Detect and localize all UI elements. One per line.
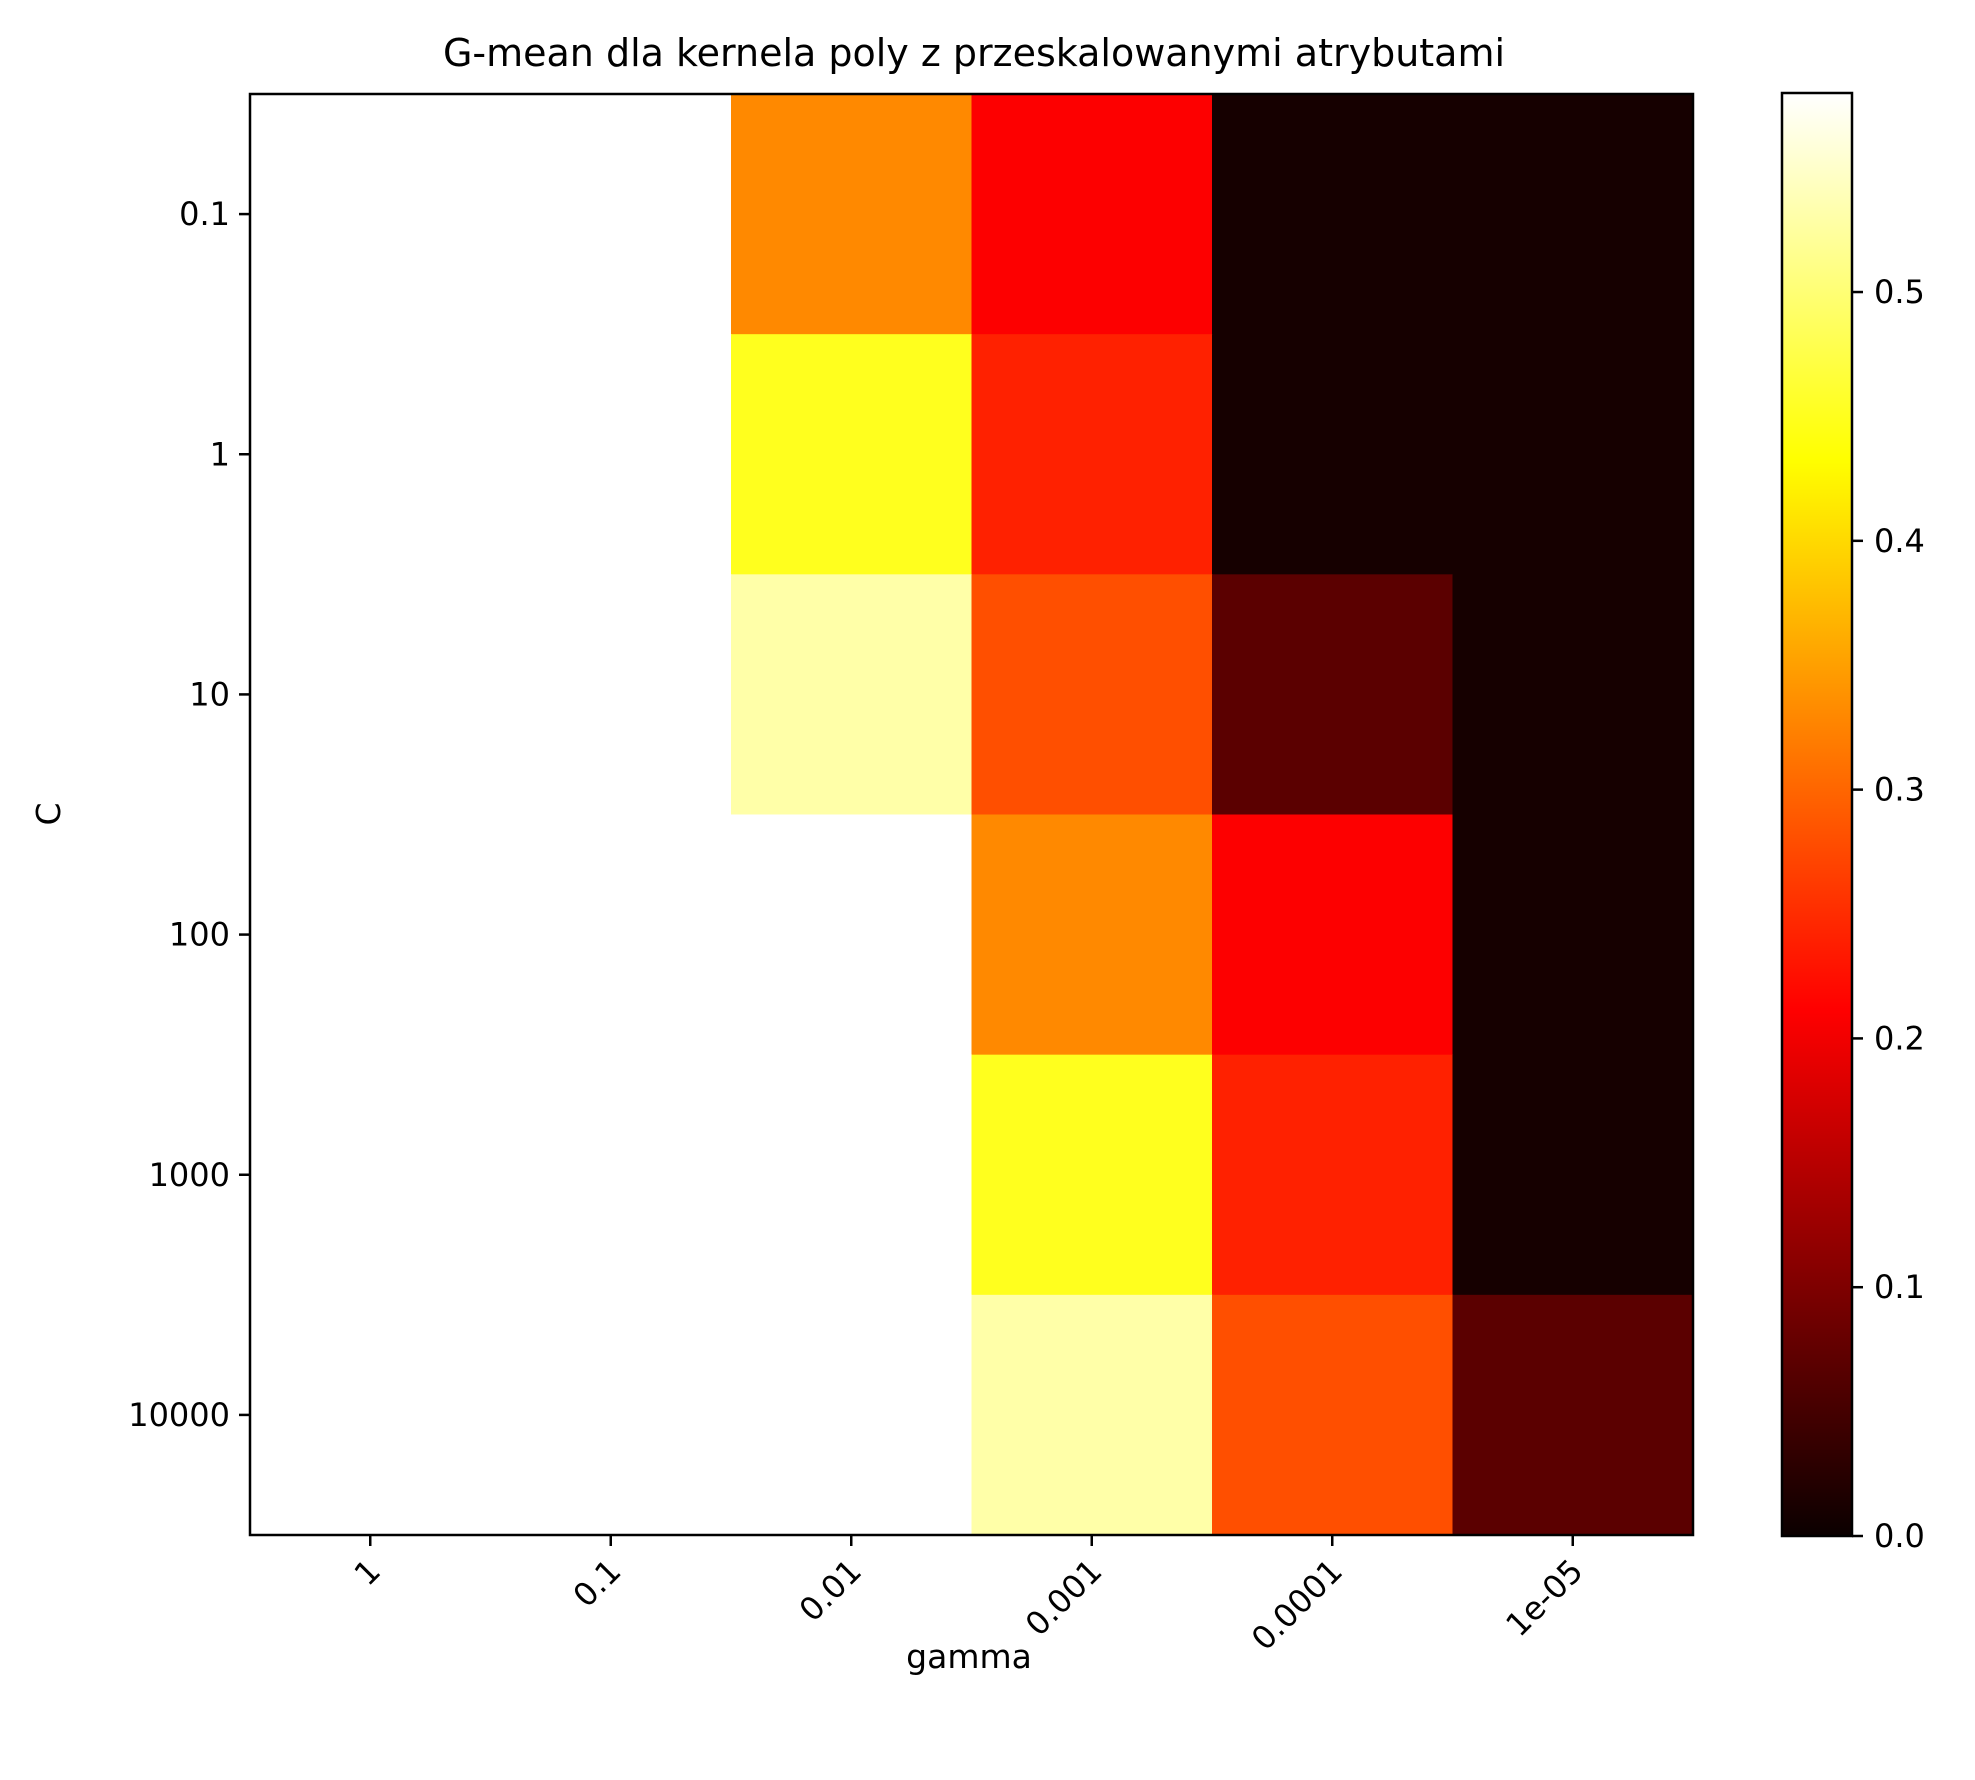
plot-frame	[248, 92, 1695, 1537]
heatmap-cell	[731, 574, 973, 816]
colorbar-ticks: 0.0 0.1 0.2 0.3 0.4 0.5	[1852, 273, 1925, 1555]
heatmap-cell	[1452, 94, 1694, 335]
heatmap-cell	[490, 1054, 732, 1296]
heatmap-cell	[971, 574, 1213, 816]
heatmap-cell	[1452, 1294, 1694, 1536]
heatmap-cell	[971, 814, 1213, 1056]
heatmap-cell	[490, 574, 732, 816]
heatmap-cell	[490, 94, 732, 335]
heatmap-cell	[1212, 334, 1454, 575]
heatmap-cell	[250, 94, 492, 335]
heatmap-cell	[1452, 334, 1694, 575]
heatmap-cell	[1452, 814, 1694, 1056]
heatmap-cell	[1212, 1054, 1454, 1296]
colorbar-tick-label: 0.3	[1874, 771, 1925, 809]
y-tick-label: 0.1	[179, 195, 230, 233]
colorbar	[1780, 91, 1854, 1538]
heatmap-cell	[731, 334, 973, 575]
heatmap-cell	[490, 814, 732, 1056]
heatmap-cell	[1212, 814, 1454, 1056]
chart-title: G-mean dla kernela poly z przeskalowanym…	[443, 31, 1505, 75]
y-tick-label: 1000	[149, 1156, 230, 1194]
y-axis-ticks: 0.1 1 10 100 1000 10000	[128, 195, 250, 1434]
heatmap-cell	[731, 1294, 973, 1536]
y-tick-label: 1	[210, 435, 230, 473]
colorbar-tick-label: 0.0	[1874, 1517, 1925, 1555]
colorbar-tick-label: 0.2	[1874, 1019, 1925, 1057]
heatmap-cells	[250, 94, 1694, 1536]
heatmap-cell	[1212, 94, 1454, 335]
heatmap-cell	[731, 814, 973, 1056]
heatmap-cell	[1212, 1294, 1454, 1536]
heatmap-cell	[971, 94, 1213, 335]
heatmap-cell	[250, 1054, 492, 1296]
heatmap-cell	[250, 814, 492, 1056]
colorbar-tick-label: 0.1	[1874, 1268, 1925, 1306]
heatmap-cell	[490, 1294, 732, 1536]
heatmap-cell	[1212, 574, 1454, 816]
heatmap-cell	[971, 1294, 1213, 1536]
heatmap-cell	[490, 334, 732, 575]
heatmap-cell	[731, 1054, 973, 1296]
y-axis-label: C	[29, 802, 68, 825]
heatmap-cell	[1452, 574, 1694, 816]
heatmap-cell	[250, 1294, 492, 1536]
heatmap-cell	[250, 334, 492, 575]
colorbar-tick-label: 0.4	[1874, 522, 1925, 560]
heatmap-cell	[1452, 1054, 1694, 1296]
heatmap-cell	[731, 94, 973, 335]
heatmap-cell	[971, 334, 1213, 575]
y-tick-label: 100	[169, 916, 230, 954]
y-tick-label: 10000	[128, 1396, 230, 1434]
y-tick-label: 10	[189, 675, 230, 713]
heatmap-cell	[971, 1054, 1213, 1296]
colorbar-tick-label: 0.5	[1874, 273, 1925, 311]
heatmap-cell	[250, 574, 492, 816]
x-axis-label: gamma	[906, 1637, 1032, 1676]
